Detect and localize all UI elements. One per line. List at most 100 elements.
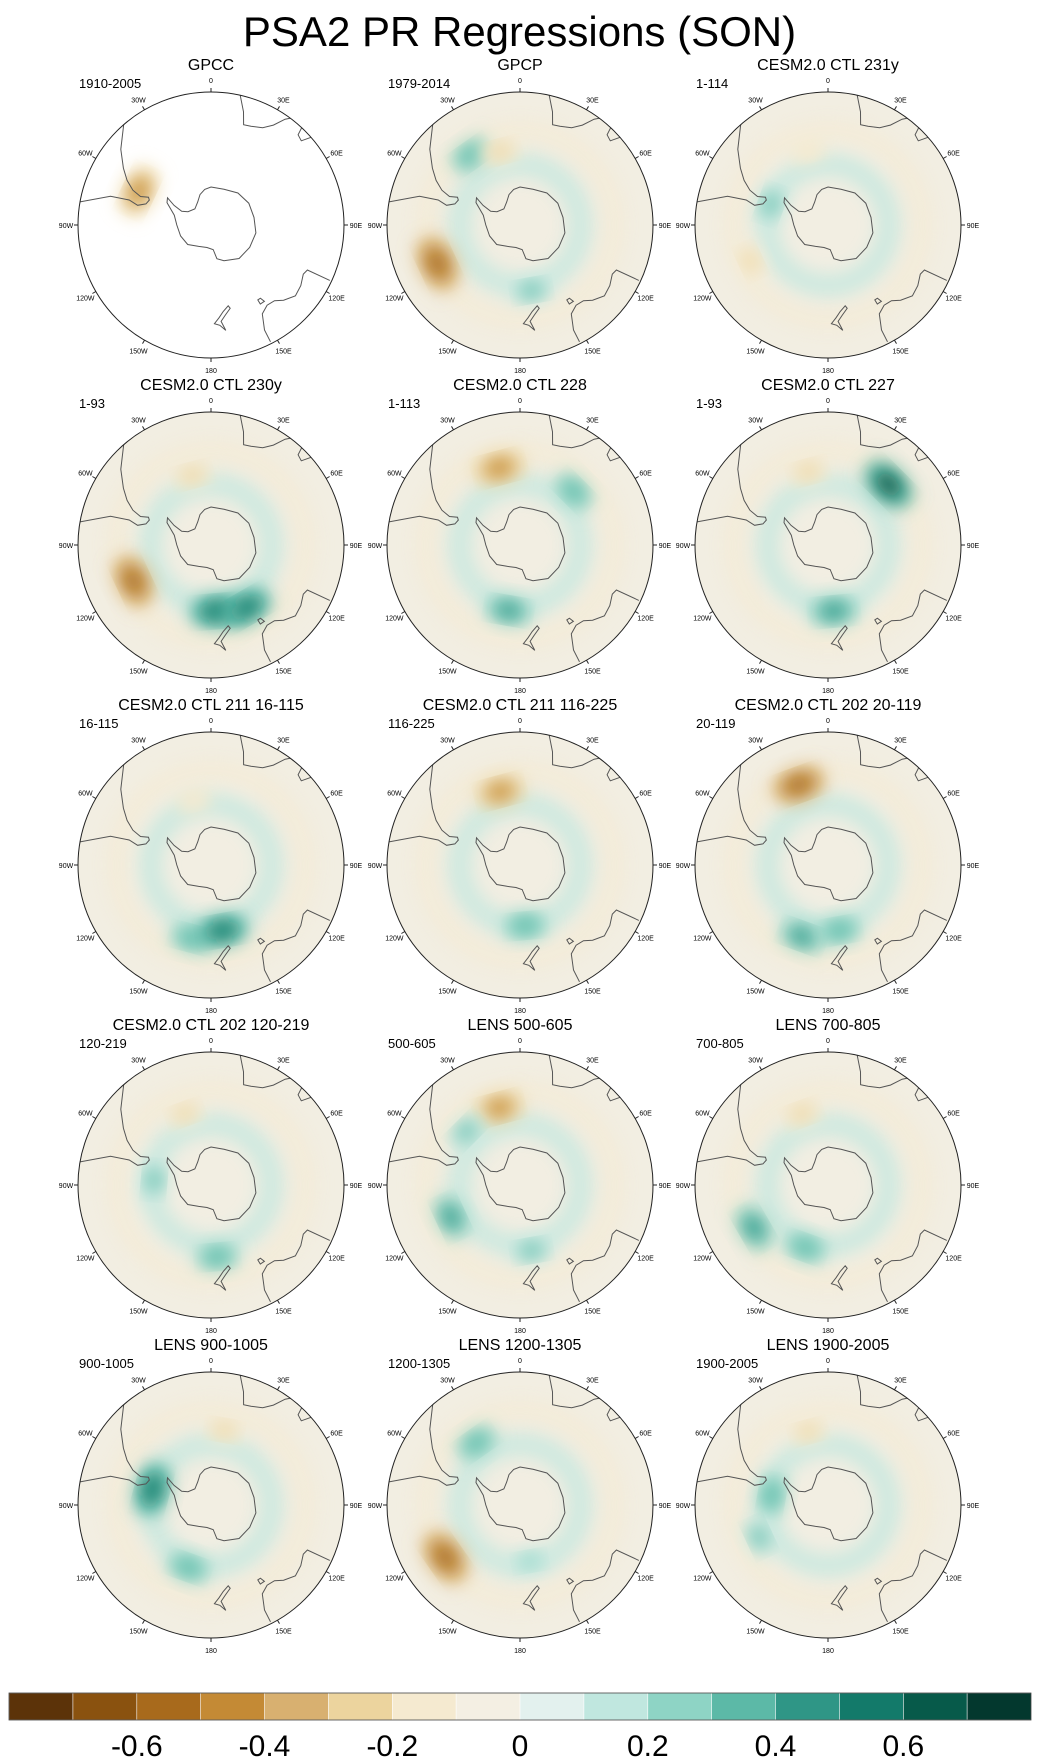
lon-tick-label: 30W bbox=[748, 97, 763, 104]
lon-tick-label: 90W bbox=[676, 1183, 691, 1190]
lon-tick-label: 30W bbox=[748, 1377, 763, 1384]
tasmania-coast bbox=[874, 1577, 883, 1585]
australia-coast bbox=[261, 1229, 331, 1303]
lon-tick bbox=[586, 979, 589, 984]
panel-period: 16-115 bbox=[79, 716, 119, 731]
lon-tick-label: 30W bbox=[131, 737, 146, 744]
lon-tick bbox=[325, 1571, 330, 1574]
lon-tick-label: 60E bbox=[947, 151, 960, 158]
panel-period: 1979-2014 bbox=[388, 76, 450, 91]
colorbar-tick-label: -0.2 bbox=[366, 1730, 418, 1762]
lon-tick-label: 150W bbox=[129, 989, 148, 996]
lon-tick-label: 60W bbox=[695, 471, 710, 478]
lon-tick-label: 0 bbox=[826, 398, 830, 405]
lon-tick bbox=[401, 931, 406, 934]
colorbar-segment bbox=[519, 1692, 585, 1721]
lon-tick-label: 120W bbox=[385, 1576, 404, 1583]
new-zealand-coast bbox=[522, 945, 540, 971]
lon-tick-label: 120E bbox=[328, 296, 345, 303]
tasmania-coast bbox=[257, 1577, 266, 1585]
tasmania-coast bbox=[874, 617, 883, 625]
lon-tick-label: 120E bbox=[328, 1256, 345, 1263]
lon-tick-label: 150W bbox=[129, 669, 148, 676]
panel-title: CESM2.0 CTL 202 120-219 bbox=[113, 1017, 310, 1034]
lon-tick bbox=[894, 659, 897, 664]
antarctica-coast bbox=[475, 1146, 566, 1222]
lon-tick-label: 90E bbox=[659, 863, 672, 870]
lon-tick bbox=[709, 611, 714, 614]
lon-tick bbox=[709, 796, 714, 799]
lon-tick bbox=[894, 746, 897, 751]
south-america-coast bbox=[78, 764, 150, 846]
lon-tick bbox=[942, 1571, 947, 1574]
lon-tick-label: 0 bbox=[518, 78, 522, 85]
lon-tick-label: 90E bbox=[350, 863, 363, 870]
lon-tick-label: 120E bbox=[637, 296, 654, 303]
lon-tick-label: 90E bbox=[967, 223, 980, 230]
lon-tick-label: 120W bbox=[385, 936, 404, 943]
south-america-coast bbox=[387, 764, 459, 846]
lon-tick-label: 0 bbox=[518, 1358, 522, 1365]
panel-period: 1-93 bbox=[79, 396, 105, 411]
australia-coast bbox=[878, 909, 948, 983]
lon-tick-label: 60E bbox=[639, 1111, 652, 1118]
lon-tick-label: 90W bbox=[59, 543, 74, 550]
background-band bbox=[724, 1081, 932, 1289]
lon-tick bbox=[142, 106, 145, 111]
panel-title: CESM2.0 CTL 211 116-225 bbox=[423, 697, 618, 714]
lon-tick bbox=[634, 291, 639, 294]
lon-tick-label: 90W bbox=[59, 863, 74, 870]
lon-tick bbox=[759, 1619, 762, 1624]
map-panel: 0 30E 60E 90E 120E 150E 180 150W 120W 90W 60W 30W CE… bbox=[676, 697, 980, 1015]
colorbar-tick-label: 0.2 bbox=[627, 1730, 669, 1762]
lon-tick bbox=[634, 796, 639, 799]
lon-tick bbox=[451, 746, 454, 751]
tasmania-coast bbox=[566, 617, 575, 625]
lon-tick bbox=[277, 1619, 280, 1624]
antarctica-coast bbox=[783, 826, 874, 902]
lon-tick-label: 30E bbox=[894, 737, 907, 744]
antarctica-coast bbox=[475, 506, 566, 582]
lon-tick-label: 150W bbox=[129, 1629, 148, 1636]
lon-tick-label: 180 bbox=[822, 1648, 834, 1655]
antarctica-coast bbox=[166, 186, 257, 262]
lon-tick-label: 180 bbox=[205, 688, 217, 695]
australia-coast bbox=[570, 589, 640, 663]
panel-title: LENS 1200-1305 bbox=[459, 1337, 582, 1354]
lon-tick-label: 60E bbox=[639, 791, 652, 798]
anomaly-core bbox=[751, 1526, 767, 1548]
anomaly-core bbox=[763, 193, 779, 215]
background-band bbox=[724, 761, 932, 969]
lon-tick-label: 180 bbox=[514, 688, 526, 695]
lon-tick bbox=[401, 611, 406, 614]
new-zealand-coast bbox=[522, 305, 540, 331]
background-band bbox=[756, 153, 900, 297]
lon-tick-label: 120W bbox=[76, 1256, 95, 1263]
anomaly-core bbox=[791, 1106, 813, 1121]
lon-tick bbox=[92, 611, 97, 614]
lon-tick bbox=[894, 1386, 897, 1391]
lon-tick-label: 0 bbox=[518, 1038, 522, 1045]
new-zealand-coast bbox=[213, 1265, 231, 1291]
background-band bbox=[724, 441, 932, 649]
lon-tick bbox=[92, 1116, 97, 1119]
lon-tick bbox=[325, 1251, 330, 1254]
panel-title: LENS 500-605 bbox=[468, 1017, 573, 1034]
anomaly-core bbox=[465, 1433, 488, 1452]
lon-tick-label: 30E bbox=[586, 417, 599, 424]
lon-tick bbox=[709, 1251, 714, 1254]
lon-tick-label: 90E bbox=[659, 1503, 672, 1510]
lon-tick-label: 90E bbox=[350, 223, 363, 230]
lon-tick bbox=[634, 1116, 639, 1119]
anomaly-core bbox=[433, 1543, 458, 1572]
lon-tick-label: 150E bbox=[584, 1629, 601, 1636]
lon-tick-label: 90E bbox=[967, 1503, 980, 1510]
lon-tick bbox=[894, 106, 897, 111]
coastline bbox=[78, 1052, 331, 1303]
lon-tick bbox=[942, 931, 947, 934]
lon-tick bbox=[759, 1386, 762, 1391]
lon-tick-label: 60W bbox=[695, 1431, 710, 1438]
lon-tick-label: 120E bbox=[945, 1576, 962, 1583]
lon-tick-label: 120E bbox=[945, 1256, 962, 1263]
lon-tick-label: 150W bbox=[438, 349, 457, 356]
